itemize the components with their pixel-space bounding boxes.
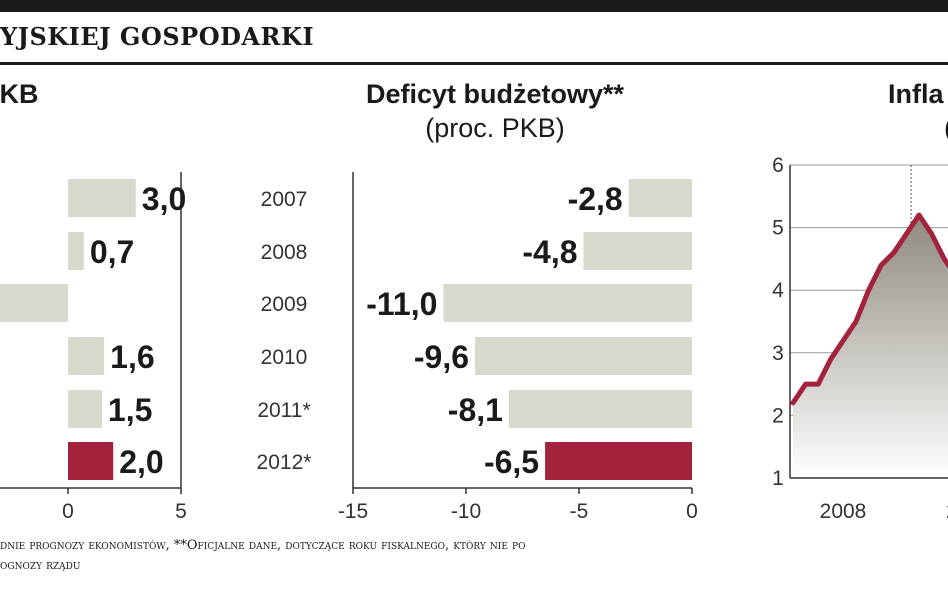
deficit-category-label: 2010 — [261, 346, 308, 369]
pkb-value-label: 3,0 — [142, 181, 186, 217]
deficit-tick-label: -15 — [338, 500, 368, 523]
deficit-category-label: 2011* — [257, 399, 310, 422]
pkb-tick-label: 5 — [175, 500, 187, 523]
inflation-x-tick-label: 2008 — [820, 500, 867, 523]
deficit-bar — [545, 442, 692, 480]
pkb-bar — [0, 284, 69, 322]
deficit-value-label: -6,5 — [484, 444, 539, 480]
deficit-bar — [628, 179, 692, 217]
footnote-line-2: ognozy rządu — [0, 558, 81, 573]
deficit-bar — [475, 337, 692, 375]
pkb-value-label: 2,0 — [119, 444, 163, 480]
inflation-line — [790, 212, 948, 406]
deficit-value-label: -11,0 — [366, 286, 437, 322]
deficit-category-label: 2009 — [261, 293, 308, 316]
header-divider — [0, 62, 948, 65]
pkb-bar — [68, 179, 136, 217]
inflation-tick-label: 6 — [772, 154, 784, 177]
inflation-area — [793, 215, 948, 478]
inflation-tick-label: 5 — [772, 217, 784, 240]
deficit-bar — [443, 284, 692, 322]
inflation-tick-label: 4 — [772, 279, 784, 302]
pkb-bar — [68, 337, 105, 375]
deficit-value-label: -9,6 — [414, 339, 469, 375]
inflation-chart: 1 2 3 4 5 6 2008 2 — [772, 154, 948, 523]
pkb-value-label: 0,7 — [90, 234, 134, 270]
deficit-chart-subtitle: (proc. PKB) — [425, 113, 565, 143]
deficit-value-label: -4,8 — [522, 234, 577, 270]
page-title: YJSKIEJ GOSPODARKI — [0, 22, 315, 51]
deficit-category-label: 2012* — [257, 451, 312, 474]
pkb-value-label: 1,5 — [108, 392, 152, 428]
deficit-bar — [508, 390, 692, 428]
inflation-tick-label: 2 — [772, 404, 784, 427]
pkb-chart-title: PKB — [0, 79, 39, 109]
footnote: dnie prognozy ekonomistów, **Oficjalne d… — [0, 536, 948, 576]
deficit-tick-label: -5 — [570, 500, 589, 523]
deficit-chart: -15 -10 -5 0 -2,8 2007 -4,8 2008 -11,0 2009 -9,6 20… — [257, 172, 698, 523]
footnote-line-1: dnie prognozy ekonomistów, **Oficjalne d… — [0, 538, 526, 553]
deficit-tick-label: -10 — [451, 500, 481, 523]
inflation-chart-subtitle: ( — [944, 112, 948, 144]
pkb-chart: 3,00,7 1,6 1,5 2,0 0 5 — [0, 172, 187, 523]
deficit-value-label: -8,1 — [448, 392, 503, 428]
deficit-bar — [583, 232, 692, 270]
pkb-bar — [68, 390, 102, 428]
deficit-chart-title: Deficyt budżetowy** — [365, 79, 625, 109]
inflation-tick-label: 3 — [772, 342, 784, 365]
deficit-category-label: 2007 — [261, 188, 308, 211]
pkb-bar — [68, 442, 114, 480]
deficit-value-label: -2,8 — [568, 181, 623, 217]
inflation-tick-label: 1 — [772, 467, 784, 490]
pkb-value-label: 1,6 — [110, 339, 154, 375]
inflation-x-tick-label: 2 — [946, 500, 948, 523]
deficit-category-label: 2008 — [261, 241, 308, 264]
pkb-tick-label: 0 — [62, 500, 74, 523]
pkb-bar — [68, 232, 84, 270]
deficit-tick-label: 0 — [686, 500, 698, 523]
inflation-chart-title: Infla — [888, 79, 944, 109]
top-bar — [0, 0, 948, 12]
